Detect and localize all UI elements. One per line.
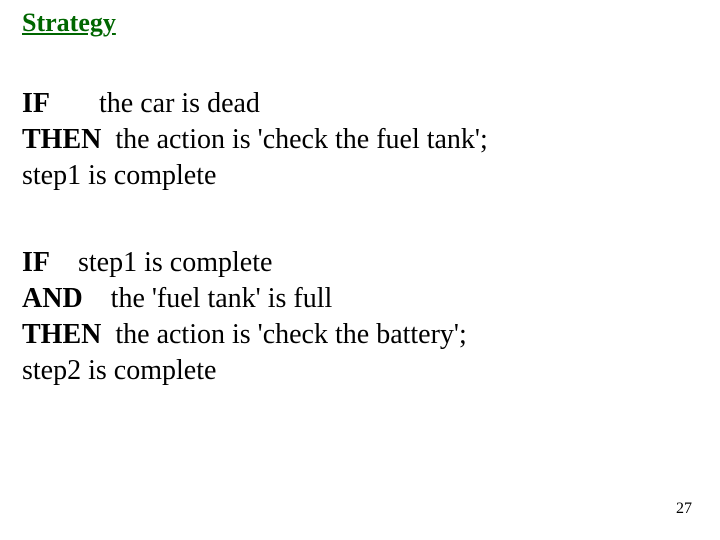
rule-2-and-condition: the 'fuel tank' is full [111,283,333,314]
rule-2-if-line: IF step1 is complete [22,245,698,281]
rule-1-then-line: THEN the action is 'check the fuel tank'… [22,122,698,158]
keyword-then: THEN [22,319,101,350]
rule-2-then-action: the action is 'check the battery'; [115,319,466,350]
slide-title: Strategy [22,8,698,38]
rule-1-if-line: IF the car is dead [22,86,698,122]
slide: Strategy IF the car is dead THEN the act… [0,0,720,540]
rule-2-result: step2 is complete [22,353,698,389]
keyword-if: IF [22,247,50,278]
rule-2-then-line: THEN the action is 'check the battery'; [22,317,698,353]
rule-1-if-condition: the car is dead [99,88,260,119]
rule-2-if-condition: step1 is complete [78,247,272,278]
keyword-then: THEN [22,124,101,155]
rule-2: IF step1 is complete AND the 'fuel tank'… [22,245,698,388]
keyword-if: IF [22,88,50,119]
rule-1: IF the car is dead THEN the action is 'c… [22,86,698,193]
page-number: 27 [676,500,692,518]
rule-2-and-line: AND the 'fuel tank' is full [22,281,698,317]
rule-1-then-action: the action is 'check the fuel tank'; [115,124,487,155]
rule-1-result: step1 is complete [22,158,698,194]
keyword-and: AND [22,283,83,314]
